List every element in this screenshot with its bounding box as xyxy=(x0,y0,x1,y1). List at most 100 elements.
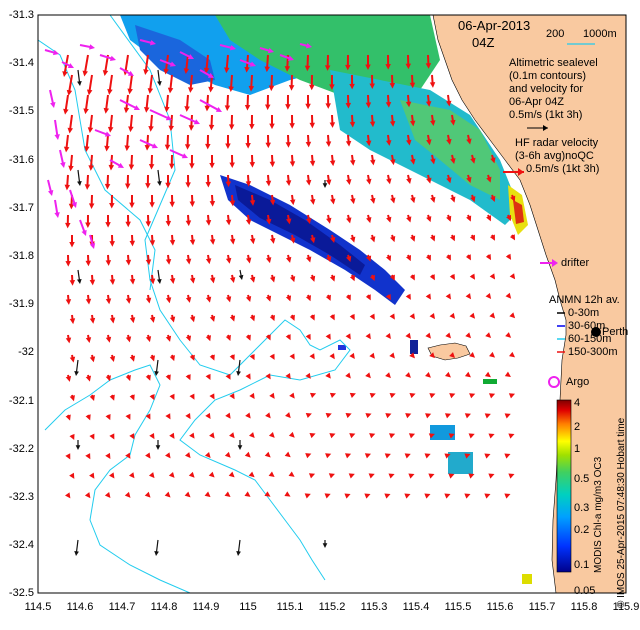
anmn-item-150-300m: 150-300m xyxy=(568,346,618,358)
radar-vector-head xyxy=(344,453,352,459)
radar-vector-head xyxy=(485,332,492,339)
drifter-vector-head xyxy=(287,55,294,61)
radar-vector-head xyxy=(248,85,255,92)
radar-vector-head xyxy=(228,124,235,130)
radar-vector-head xyxy=(469,273,476,280)
radar-vector-head xyxy=(229,432,235,439)
radar-vector-head xyxy=(85,453,91,460)
radar-vector-head xyxy=(429,393,436,399)
colorbar-tick-label: 4 xyxy=(574,397,581,409)
radar-vector-head xyxy=(249,353,255,361)
chl-patch-south-4 xyxy=(522,574,532,584)
altimetric-line4: 06-Apr 04Z xyxy=(509,96,565,108)
radar-vector-head xyxy=(446,138,452,145)
radar-vector-head xyxy=(169,278,176,284)
radar-vector-head xyxy=(365,333,371,340)
radar-vector-head xyxy=(209,239,216,245)
radar-vector-head xyxy=(306,256,312,263)
radar-vector-head xyxy=(224,491,231,498)
radar-vector-head xyxy=(469,352,476,358)
radar-vector-head xyxy=(409,313,415,320)
radar-vector-head xyxy=(405,293,411,300)
altimetric-line3: and velocity for xyxy=(509,83,583,95)
y-tick-label: -31.3 xyxy=(8,9,34,21)
colorbar-tick-label: 0.05 xyxy=(574,585,596,597)
radar-vector-head xyxy=(425,371,431,378)
radar-vector-head xyxy=(189,239,196,246)
radar-vector-head xyxy=(309,314,315,321)
radar-vector-head xyxy=(224,451,231,458)
radar-vector-head xyxy=(88,165,94,171)
radar-vector-head xyxy=(129,433,135,440)
radar-vector-head xyxy=(128,472,135,479)
radar-vector-head xyxy=(189,277,196,284)
radar-vector-head xyxy=(244,104,251,111)
x-tick-label: 114.7 xyxy=(108,601,136,613)
altimetry-vector-shaft xyxy=(237,359,241,374)
radar-vector-head xyxy=(385,294,391,301)
radar-vector-head xyxy=(329,275,336,282)
radar-vector-head xyxy=(488,433,495,439)
altimetry-vector-head xyxy=(75,445,81,450)
radar-vector-head xyxy=(330,236,336,243)
radar-vector-head xyxy=(86,89,93,96)
radar-vector-head xyxy=(446,100,452,107)
argo-label: Argo xyxy=(566,376,590,388)
radar-vector-head xyxy=(145,297,152,304)
radar-vector-head xyxy=(109,279,116,286)
radar-vector-head xyxy=(289,161,296,167)
radar-vector-head xyxy=(326,217,332,224)
radar-vector-head xyxy=(329,433,336,439)
x-tick-label: 115.3 xyxy=(360,601,388,613)
radar-vector-head xyxy=(184,144,191,150)
y-tick-label: -32.4 xyxy=(8,539,34,552)
radar-vector-head xyxy=(304,493,311,499)
radar-vector-head xyxy=(504,493,511,499)
altimetry-vector-head xyxy=(154,371,159,376)
radar-vector-head xyxy=(370,197,376,204)
radar-vector-head xyxy=(428,473,435,479)
radar-vector-head xyxy=(169,201,175,208)
radar-vector-head xyxy=(109,317,116,324)
radar-vector-head xyxy=(445,332,452,339)
radar-vector-head xyxy=(409,274,415,281)
radar-vector-head xyxy=(389,83,396,89)
drifter-vector-head xyxy=(267,47,274,54)
altimetry-vector-shaft xyxy=(237,539,241,554)
radar-vector-head xyxy=(509,312,516,319)
radar-vector-shaft xyxy=(64,94,69,112)
radar-vector-head xyxy=(109,241,115,247)
radar-vector-head xyxy=(365,294,371,301)
radar-vector-head xyxy=(265,218,272,225)
radar-vector-head xyxy=(349,392,356,399)
drifter-vector-shaft xyxy=(169,149,186,158)
y-tick-label: -31.4 xyxy=(8,57,34,70)
radar-vector-head xyxy=(62,71,68,77)
radar-vector-head xyxy=(245,412,251,419)
radar-vector-head xyxy=(365,372,371,379)
radar-vector-head xyxy=(225,412,231,419)
radar-vector-head xyxy=(389,433,396,439)
radar-vector-head xyxy=(85,337,92,344)
radar-vector-shaft xyxy=(124,54,129,73)
radar-vector-head xyxy=(269,123,275,130)
radar-vector-head xyxy=(469,312,476,319)
radar-vector-head xyxy=(209,315,216,322)
radar-vector-head xyxy=(249,392,255,400)
radar-vector-head xyxy=(505,253,512,260)
radar-vector-head xyxy=(489,393,496,399)
radar-vector-head xyxy=(325,141,332,148)
colorbar-tick-label: 0.5 xyxy=(574,473,590,485)
colorbar-tick-label: 0.1 xyxy=(574,559,590,571)
radar-vector-head xyxy=(225,373,231,380)
radar-vector-head xyxy=(149,394,155,401)
drifter-vector-shaft xyxy=(179,114,198,124)
radar-legend-arrowhead xyxy=(518,168,524,176)
radar-vector-head xyxy=(163,68,169,75)
radar-vector-head xyxy=(386,216,392,223)
radar-vector-head xyxy=(124,491,131,498)
radar-vector-head xyxy=(330,198,336,205)
radar-vector-head xyxy=(426,177,432,184)
radar-vector-head xyxy=(365,140,372,147)
